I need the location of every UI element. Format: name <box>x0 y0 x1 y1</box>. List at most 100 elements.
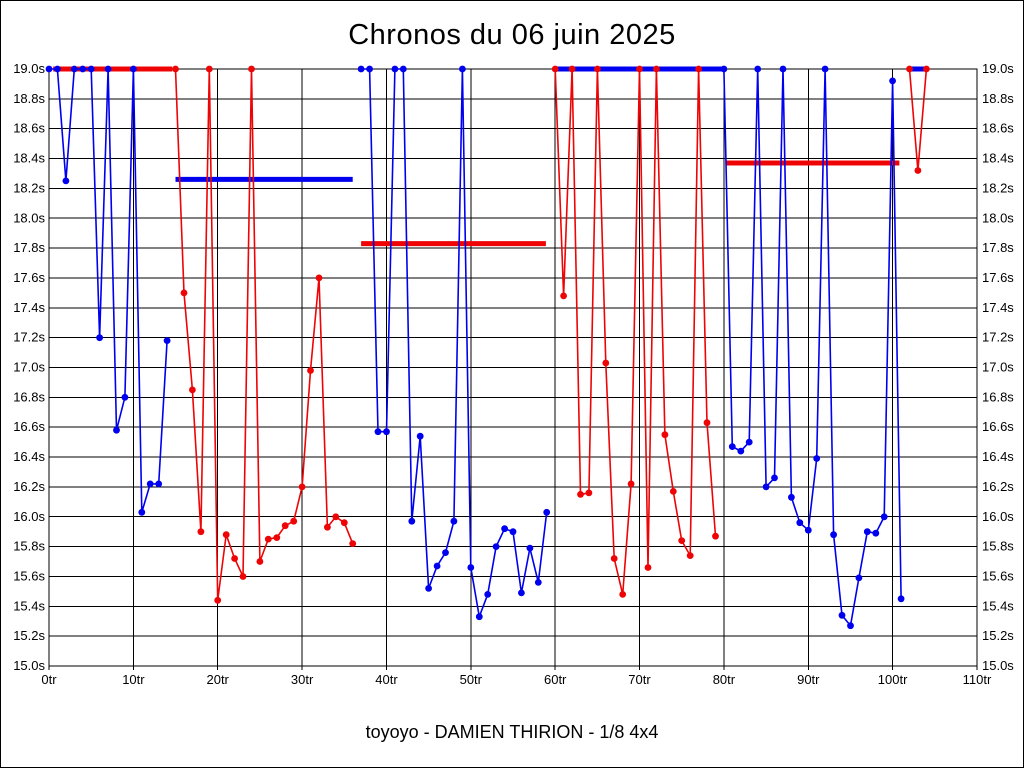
y-tick-label-left: 16.4s <box>13 449 45 464</box>
y-tick-label-left: 19.0s <box>13 61 45 76</box>
lap-marker <box>349 540 357 547</box>
y-tick-label-left: 17.6s <box>13 270 45 285</box>
lap-marker <box>821 65 829 73</box>
y-tick-label-right: 16.6s <box>982 419 1014 434</box>
lap-marker <box>568 65 576 73</box>
average-lines <box>53 66 925 247</box>
lap-marker <box>96 334 103 342</box>
lap-marker <box>636 65 643 73</box>
lap-marker <box>695 65 702 73</box>
lap-marker <box>256 558 264 565</box>
lap-marker <box>62 177 70 185</box>
lap-marker <box>475 613 483 621</box>
lap-marker <box>644 564 652 571</box>
y-tick-label-left: 18.6s <box>13 121 45 136</box>
lap-marker <box>712 532 719 540</box>
lap-marker <box>703 419 711 427</box>
x-tick-label: 90tr <box>797 672 820 687</box>
lap-marker <box>130 65 137 73</box>
lap-marker <box>324 523 331 531</box>
lap-marker <box>281 522 289 530</box>
y-tick-label-right: 15.8s <box>982 539 1014 554</box>
lap-marker <box>889 77 896 85</box>
lap-marker <box>560 292 567 300</box>
lap-marker <box>467 564 475 571</box>
lap-marker <box>754 65 762 73</box>
lap-marker <box>771 474 778 482</box>
lap-marker <box>222 531 230 539</box>
lap-marker <box>45 65 53 73</box>
y-tick-label-left: 18.0s <box>13 210 45 225</box>
lap-marker <box>408 517 416 525</box>
lap-marker <box>813 455 821 462</box>
lap-marker <box>113 426 120 434</box>
lap-marker <box>906 65 913 73</box>
lap-marker <box>340 519 348 527</box>
series-line-run-5 <box>723 68 902 628</box>
lap-marker <box>70 65 78 73</box>
y-tick-label-right: 17.2s <box>982 330 1014 345</box>
lap-marker <box>610 555 618 562</box>
x-tick-label: 80tr <box>713 672 736 687</box>
chart-footer: toyoyo - DAMIEN THIRION - 1/8 4x4 <box>365 722 659 742</box>
lap-marker <box>416 432 424 440</box>
lap-marker <box>231 555 239 562</box>
lap-marker <box>534 579 542 586</box>
lap-marker <box>602 359 610 367</box>
lap-marker <box>189 386 196 394</box>
y-tick-label-right: 16.4s <box>982 449 1014 464</box>
y-tick-label-right: 17.6s <box>982 270 1014 285</box>
x-tick-label: 60tr <box>544 672 567 687</box>
lap-marker <box>897 595 905 603</box>
lap-marker <box>264 535 272 543</box>
lap-marker <box>399 65 407 73</box>
lap-marker <box>492 543 500 550</box>
lap-marker <box>442 549 449 556</box>
lap-marker <box>357 65 365 73</box>
y-tick-label-left: 16.0s <box>13 509 45 524</box>
lap-marker <box>138 508 146 516</box>
lap-marker <box>872 529 880 537</box>
lap-marker <box>720 65 728 73</box>
lap-marker <box>796 519 804 527</box>
y-tick-label-right: 16.0s <box>982 509 1014 524</box>
y-tick-label-right: 15.4s <box>982 598 1014 613</box>
lap-marker <box>855 574 863 582</box>
axis-labels: 19.0s 18.8s 18.6s 18.4s 18.2s 18.0s 17.8s 17.6s… <box>13 61 1014 687</box>
lap-marker <box>484 591 492 598</box>
y-tick-label-left: 17.2s <box>13 330 45 345</box>
y-tick-label-right: 15.2s <box>982 628 1014 643</box>
series-line-run-3 <box>361 68 548 620</box>
lap-marker <box>526 544 534 552</box>
lap-marker <box>509 528 517 536</box>
y-tick-label-left: 16.2s <box>13 479 45 494</box>
lap-marker <box>383 428 390 436</box>
y-tick-label-left: 18.8s <box>13 91 45 106</box>
lap-marker <box>87 65 95 73</box>
series-line-run-6 <box>908 68 928 171</box>
lap-marker <box>745 438 753 446</box>
lap-marker <box>619 591 627 598</box>
lap-marker <box>880 513 888 521</box>
lap-marker <box>653 65 660 73</box>
lap-marker <box>180 289 188 297</box>
x-tick-label: 30tr <box>291 672 314 687</box>
series-line-run-2 <box>174 68 354 601</box>
x-tick-label: 10tr <box>122 672 145 687</box>
lap-marker <box>923 65 930 73</box>
lap-marker <box>728 443 736 450</box>
x-tick-label: 70tr <box>628 672 651 687</box>
x-tick-label: 110tr <box>963 672 992 687</box>
y-tick-label-left: 18.4s <box>13 151 45 166</box>
lap-marker <box>847 622 854 630</box>
y-tick-label-left: 17.4s <box>13 300 45 315</box>
y-tick-label-left: 15.6s <box>13 569 45 584</box>
x-tick-label: 20tr <box>206 672 229 687</box>
y-tick-label-left: 16.8s <box>13 389 45 404</box>
lap-marker <box>669 488 677 495</box>
lap-marker <box>155 480 163 488</box>
lap-marker <box>518 589 525 597</box>
grid <box>48 68 978 670</box>
